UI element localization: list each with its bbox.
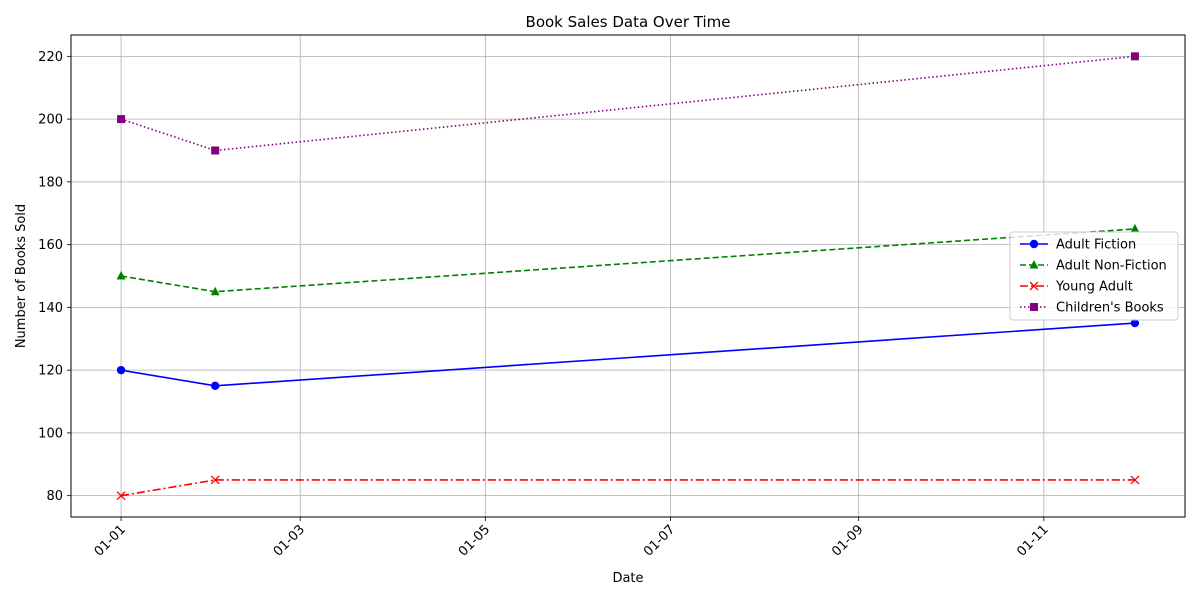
data-point xyxy=(116,271,126,280)
axis-ticks: 80 100 120 140 160 180 200 220 01-01 01-03 01-05 01… xyxy=(38,50,1052,560)
legend-marker xyxy=(1029,281,1039,291)
legend-label: Adult Fiction xyxy=(1056,238,1136,253)
y-tick-label: 100 xyxy=(38,426,63,441)
y-tick-label: 200 xyxy=(38,113,63,128)
x-tick-label: 01-11 xyxy=(1014,522,1051,559)
legend-label: Young Adult xyxy=(1055,280,1133,295)
data-point xyxy=(210,286,220,296)
data-point xyxy=(117,115,126,124)
legend-item: Adult Fiction xyxy=(1020,238,1136,253)
y-tick-label: 120 xyxy=(38,364,63,379)
x-tick-label: 01-01 xyxy=(92,522,129,559)
legend-marker xyxy=(1029,239,1039,249)
y-tick-label: 220 xyxy=(38,50,63,65)
data-point xyxy=(211,146,220,155)
data-point xyxy=(1130,223,1140,233)
data-point xyxy=(116,491,126,501)
data-point xyxy=(210,475,220,485)
series-adult-non-fiction xyxy=(116,223,1140,296)
x-axis-label: Date xyxy=(612,571,643,586)
data-point xyxy=(116,365,126,375)
y-axis-label: Number of Books Sold xyxy=(14,204,29,348)
legend-label: Children's Books xyxy=(1056,301,1164,316)
series-line xyxy=(120,479,1135,497)
data-point xyxy=(1130,318,1140,328)
y-tick-label: 180 xyxy=(38,175,63,190)
y-tick-label: 140 xyxy=(38,301,63,316)
legend-marker xyxy=(1029,260,1039,269)
legend-item: Young Adult xyxy=(1020,280,1133,295)
legend-frame xyxy=(1009,231,1179,321)
series-layer xyxy=(116,52,1140,501)
legend-label: Adult Non-Fiction xyxy=(1056,259,1167,274)
series-adult-fiction xyxy=(116,318,1140,391)
x-tick-label: 01-07 xyxy=(641,522,678,559)
legend-marker xyxy=(1030,303,1038,311)
series-line xyxy=(120,55,1135,152)
legend-item: Children's Books xyxy=(1020,301,1164,316)
series-line xyxy=(120,322,1135,387)
x-tick-label: 01-03 xyxy=(271,522,308,559)
data-point xyxy=(1130,475,1140,485)
x-tick-label: 01-05 xyxy=(456,522,493,559)
y-tick-label: 160 xyxy=(38,238,63,253)
series-children-s-books xyxy=(117,52,1139,155)
chart-title: Book Sales Data Over Time xyxy=(526,13,731,31)
x-tick-label: 01-09 xyxy=(829,522,866,559)
series-young-adult xyxy=(116,475,1140,501)
data-point xyxy=(210,381,220,391)
legend: Adult Fiction Adult Non-Fiction Young Adul… xyxy=(1009,231,1179,321)
y-tick-label: 80 xyxy=(46,489,63,504)
plot-frame xyxy=(70,34,1186,518)
series-line xyxy=(120,228,1135,293)
legend-item: Adult Non-Fiction xyxy=(1020,259,1167,274)
data-point xyxy=(1130,52,1139,61)
